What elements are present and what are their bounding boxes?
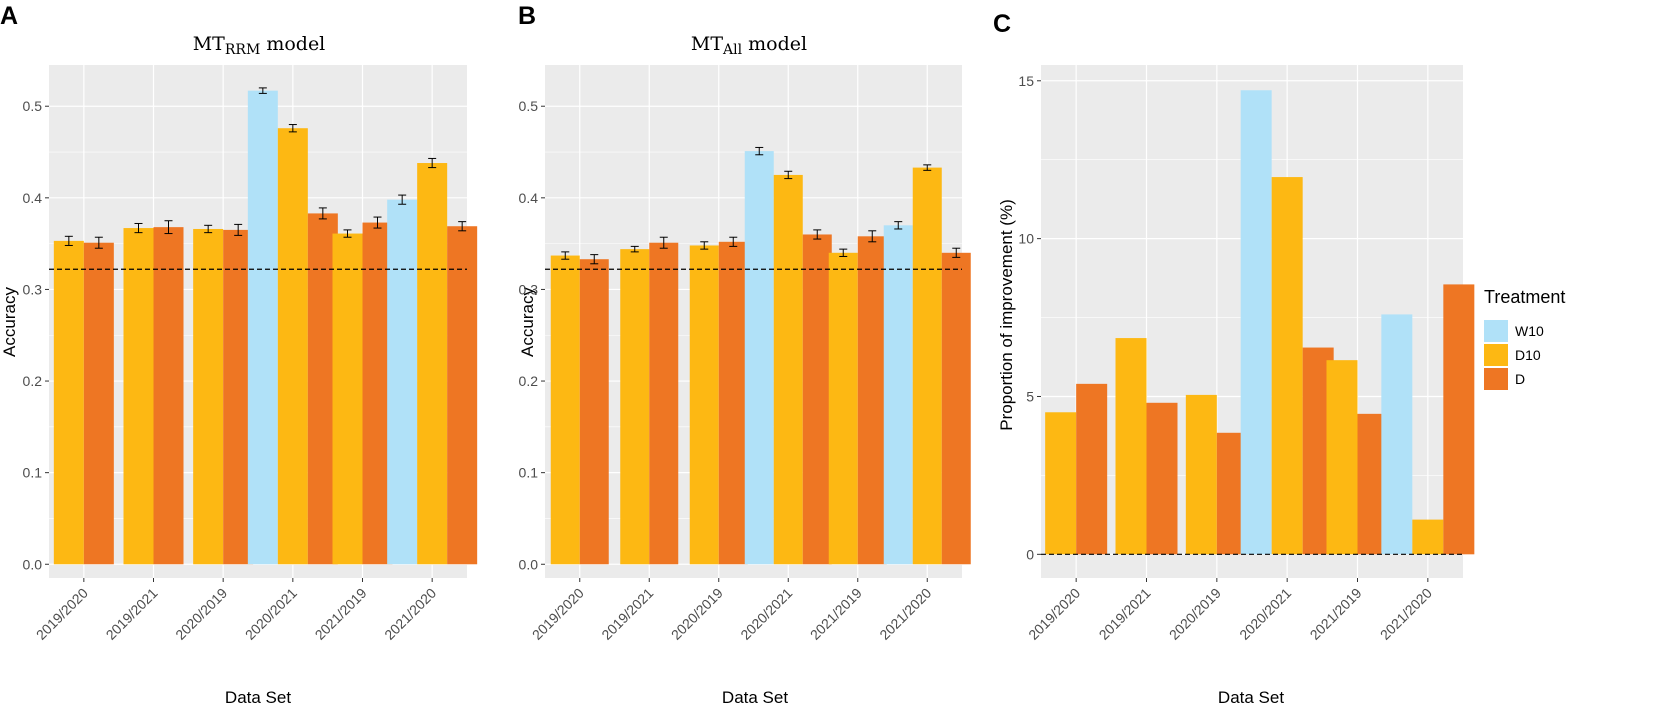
legend-label-w10: W10 (1515, 323, 1544, 339)
chart-a-bar-w10-2020-2021 (247, 90, 278, 565)
legend-label-d10: D10 (1515, 347, 1541, 363)
chart-c-bar-d10-2020-2019 (1185, 394, 1217, 555)
chart-b-x-axis-title: Data Set (722, 688, 788, 707)
chart-c-x-tick-label: 2020/2019 (1166, 585, 1224, 643)
chart-b-x-tick-label: 2020/2019 (668, 585, 726, 643)
chart-c-bar-d-2019-2021 (1146, 402, 1178, 555)
chart-c-y-tick-label: 10 (1018, 231, 1034, 247)
chart-b-bar-d10-2020-2019 (689, 245, 719, 565)
chart-c-bar-d-2021-2020 (1443, 284, 1475, 555)
chart-b-y-axis-title: Accuracy (518, 287, 537, 357)
chart-c-x-tick-label: 2020/2021 (1236, 585, 1294, 643)
legend-title: Treatment (1484, 287, 1565, 307)
chart-b-title: MTAll model (691, 33, 807, 58)
chart-a-bar-d10-2020-2021 (277, 128, 308, 565)
chart-c-bar-d-2019-2020 (1076, 383, 1108, 555)
chart-b-bar-d-2020-2021 (802, 234, 832, 565)
chart-a-title: MTRRM model (193, 33, 326, 58)
chart-a-bar-d10-2019-2021 (123, 228, 154, 565)
chart-panel-c: Proportion of improvement (%) Data Set 0… (997, 65, 1475, 707)
chart-a-bar-w10-2021-2020 (387, 199, 418, 565)
legend-swatch-d10 (1484, 344, 1508, 366)
chart-a-x-tick-label: 2020/2021 (242, 585, 300, 643)
panel-letter-a: A (0, 2, 18, 30)
chart-c-y-tick-label: 5 (1026, 388, 1034, 404)
chart-c-x-tick-label: 2019/2020 (1025, 585, 1083, 643)
chart-b-bar-d-2019-2021 (649, 242, 679, 565)
chart-c-bar-d10-2021-2020 (1412, 519, 1444, 555)
chart-a-x-axis-title: Data Set (225, 688, 291, 707)
chart-a-x-tick-label: 2019/2020 (33, 585, 91, 643)
legend-swatch-w10 (1484, 320, 1508, 342)
chart-c-bar-w10-2020-2021 (1240, 90, 1272, 555)
legend-label-d: D (1515, 371, 1525, 387)
chart-a-x-tick-label: 2021/2020 (381, 585, 439, 643)
chart-a-x-tick-label: 2021/2019 (312, 585, 370, 643)
chart-c-bar-d10-2019-2021 (1115, 338, 1147, 555)
chart-b-x-tick-label: 2021/2019 (807, 585, 865, 643)
chart-a-x-tick-label: 2020/2019 (172, 585, 230, 643)
chart-b-bar-d-2021-2019 (857, 236, 887, 565)
chart-b-x-tick-label: 2021/2020 (876, 585, 934, 643)
chart-a-bar-d10-2021-2020 (417, 163, 448, 565)
chart-c-bar-d10-2020-2021 (1271, 177, 1303, 555)
chart-a-y-tick-label: 0.5 (23, 98, 43, 114)
chart-c-bar-d10-2019-2020 (1045, 412, 1077, 555)
legend-swatch-d (1484, 368, 1508, 390)
chart-a-y-tick-label: 0.2 (23, 373, 43, 389)
chart-b-y-tick-label: 0.1 (519, 465, 539, 481)
chart-a-x-tick-label: 2019/2021 (103, 585, 161, 643)
chart-b-x-tick-label: 2020/2021 (737, 585, 795, 643)
chart-b-y-tick-label: 0.5 (519, 98, 539, 114)
chart-a-bar-d10-2020-2019 (193, 228, 224, 565)
chart-b-x-tick-label: 2019/2020 (529, 585, 587, 643)
chart-a-y-axis-title: Accuracy (0, 287, 19, 357)
chart-a-y-tick-label: 0.3 (23, 281, 43, 297)
chart-b-bar-d10-2021-2020 (912, 167, 942, 565)
chart-a-bar-d10-2021-2019 (332, 233, 363, 565)
chart-c-bar-d10-2021-2019 (1326, 360, 1358, 555)
chart-c-x-tick-label: 2021/2020 (1377, 585, 1435, 643)
panel-letter-c: C (993, 10, 1011, 38)
chart-a-bar-d-2019-2020 (83, 242, 114, 565)
chart-c-y-axis-title: Proportion of improvement (%) (997, 199, 1016, 430)
chart-b-bar-d10-2019-2021 (620, 249, 650, 565)
chart-b-bar-w10-2020-2021 (744, 151, 774, 565)
chart-a-bar-d-2021-2020 (447, 226, 478, 565)
chart-b-bar-w10-2021-2020 (883, 225, 913, 565)
chart-panel-b: MTAll model Accuracy Data Set 0.0 0.1 0.2 0… (518, 33, 971, 707)
panel-letter-b: B (518, 2, 536, 30)
chart-panel-a: MTRRM model Accuracy Data Set 0.0 0.1 0.2 0… (0, 33, 478, 707)
chart-b-bar-d10-2019-2020 (550, 255, 580, 565)
chart-b-bar-d10-2020-2021 (773, 174, 803, 565)
chart-c-x-tick-label: 2021/2019 (1307, 585, 1365, 643)
chart-c-x-tick-label: 2019/2021 (1096, 585, 1154, 643)
chart-a-y-tick-label: 0.0 (23, 556, 43, 572)
chart-c-y-tick-label: 15 (1018, 73, 1034, 89)
chart-a-y-tick-label: 0.4 (23, 190, 43, 206)
chart-a-y-tick-label: 0.1 (23, 465, 43, 481)
chart-a-bar-d10-2019-2020 (53, 240, 84, 565)
chart-b-y-tick-label: 0.3 (519, 281, 539, 297)
chart-c-x-axis-title: Data Set (1218, 688, 1284, 707)
chart-b-y-tick-label: 0.0 (519, 556, 539, 572)
chart-c-bar-w10-2021-2020 (1381, 314, 1413, 555)
chart-b-bar-d-2021-2020 (941, 252, 971, 565)
chart-b-x-tick-label: 2019/2021 (598, 585, 656, 643)
chart-b-y-tick-label: 0.2 (519, 373, 539, 389)
chart-a-bar-d-2019-2021 (153, 227, 184, 565)
chart-b-bar-d-2019-2020 (579, 259, 609, 565)
chart-c-y-tick-label: 0 (1026, 546, 1034, 562)
legend: Treatment W10 D10 D (1484, 287, 1565, 390)
chart-b-bar-d-2020-2019 (718, 241, 748, 565)
chart-b-y-tick-label: 0.4 (519, 190, 539, 206)
chart-b-bar-d10-2021-2019 (828, 252, 858, 565)
